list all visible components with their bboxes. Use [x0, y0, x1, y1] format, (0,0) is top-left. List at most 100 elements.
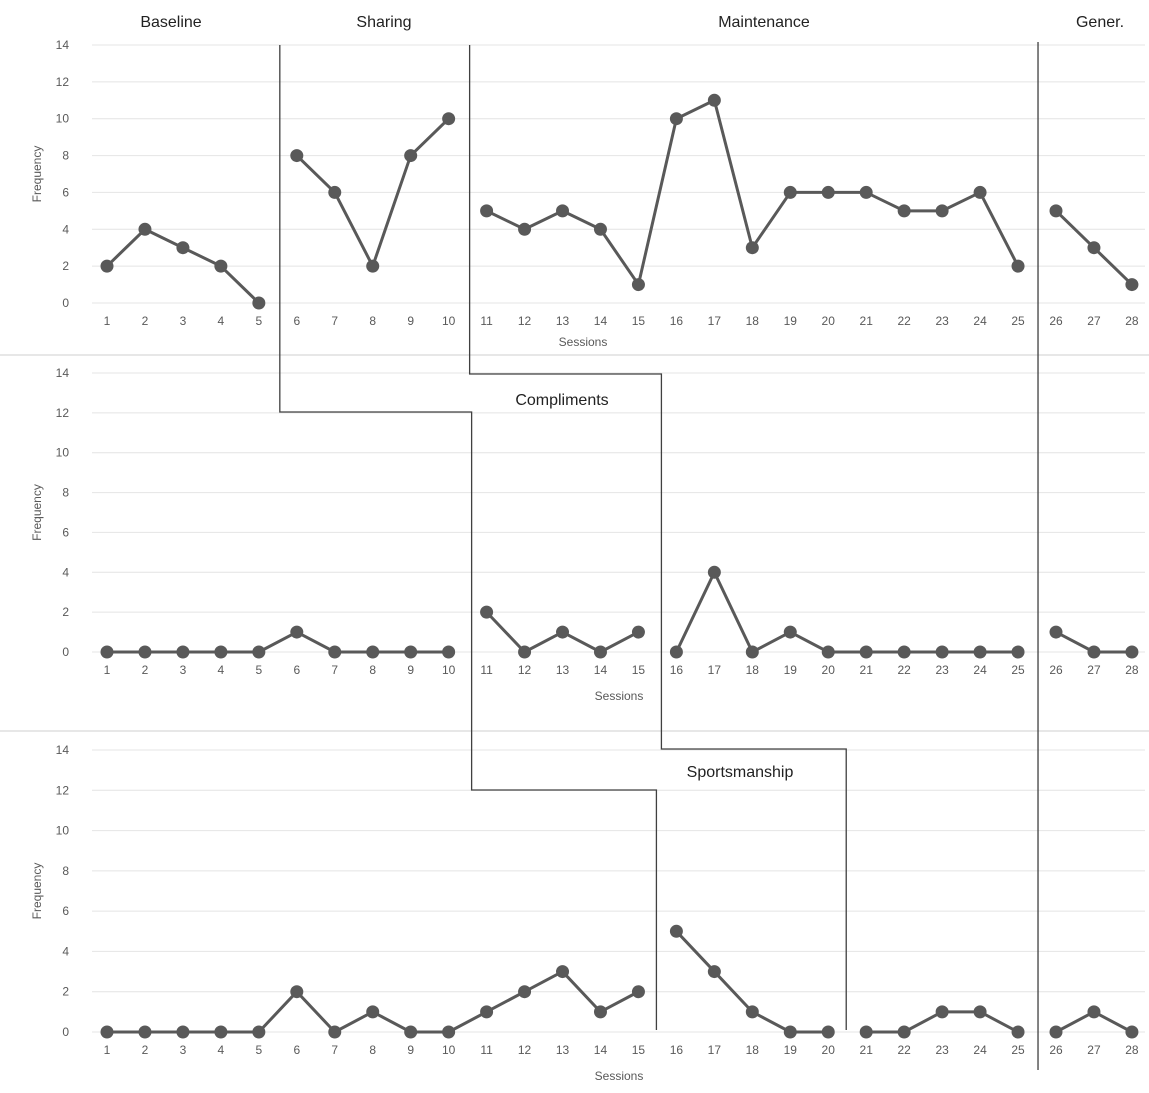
x-tick-label: 21 — [860, 663, 874, 677]
data-point — [290, 985, 304, 999]
x-tick-label: 18 — [746, 663, 760, 677]
data-point — [480, 204, 494, 218]
x-tick-label: 26 — [1049, 663, 1063, 677]
phase-label: Gener. — [1076, 14, 1124, 31]
y-tick-label: 4 — [62, 944, 69, 958]
data-point — [973, 1005, 987, 1019]
x-tick-label: 2 — [142, 314, 149, 328]
data-point — [518, 985, 532, 999]
data-point — [214, 645, 228, 659]
x-tick-label: 4 — [218, 314, 225, 328]
data-point — [1049, 1025, 1063, 1039]
data-point — [404, 645, 418, 659]
data-point — [328, 1025, 342, 1039]
phase-label: Sharing — [356, 14, 411, 31]
y-tick-label: 12 — [56, 783, 70, 797]
x-tick-label: 12 — [518, 1043, 532, 1057]
x-tick-label: 6 — [293, 314, 300, 328]
data-point — [328, 645, 342, 659]
data-point — [1011, 645, 1025, 659]
x-tick-label: 28 — [1125, 314, 1139, 328]
x-tick-label: 2 — [142, 663, 149, 677]
x-tick-label: 21 — [860, 1043, 874, 1057]
x-tick-label: 23 — [935, 314, 949, 328]
data-point — [707, 93, 721, 107]
phase-change-line — [468, 45, 847, 1030]
data-point — [290, 149, 304, 163]
data-point — [100, 259, 114, 273]
x-tick-label: 24 — [973, 663, 987, 677]
data-point — [935, 204, 949, 218]
x-tick-label: 11 — [480, 314, 493, 328]
x-tick-label: 13 — [556, 314, 570, 328]
data-point — [1011, 259, 1025, 273]
x-tick-label: 1 — [104, 314, 111, 328]
series-line — [105, 970, 640, 1034]
data-point — [973, 645, 987, 659]
data-point — [745, 1005, 759, 1019]
x-tick-label: 12 — [518, 314, 532, 328]
data-point — [1087, 241, 1101, 255]
data-point — [935, 1005, 949, 1019]
data-point — [1049, 625, 1063, 639]
x-tick-label: 28 — [1125, 663, 1139, 677]
data-point — [252, 645, 266, 659]
phase-label: Maintenance — [718, 14, 810, 31]
y-tick-label: 6 — [62, 185, 69, 199]
y-axis-title: Frequency — [30, 146, 44, 203]
data-point — [897, 204, 911, 218]
data-point — [480, 605, 494, 619]
data-point — [176, 241, 190, 255]
data-point — [745, 241, 759, 255]
x-tick-label: 14 — [594, 314, 608, 328]
data-point — [783, 1025, 797, 1039]
phase-change-line — [279, 45, 658, 1030]
data-point — [1087, 1005, 1101, 1019]
x-tick-label: 3 — [180, 663, 187, 677]
y-tick-label: 10 — [56, 112, 70, 126]
data-point — [176, 1025, 190, 1039]
data-point — [518, 645, 532, 659]
x-tick-label: 27 — [1087, 663, 1101, 677]
phase-label: Baseline — [140, 14, 201, 31]
x-tick-label: 16 — [670, 1043, 684, 1057]
x-tick-label: 12 — [518, 663, 532, 677]
x-tick-label: 10 — [442, 1043, 456, 1057]
x-tick-label: 19 — [784, 663, 798, 677]
data-point — [859, 1025, 873, 1039]
data-point — [859, 645, 873, 659]
data-point — [176, 645, 190, 659]
data-point — [631, 278, 645, 292]
data-point — [366, 259, 380, 273]
y-tick-label: 10 — [56, 824, 70, 838]
data-point — [138, 645, 152, 659]
data-point — [707, 565, 721, 579]
x-tick-label: 5 — [255, 663, 262, 677]
x-tick-label: 23 — [935, 663, 949, 677]
data-point — [593, 1005, 607, 1019]
data-point — [328, 185, 342, 199]
x-tick-label: 10 — [442, 663, 456, 677]
y-tick-label: 0 — [62, 1025, 69, 1039]
x-tick-label: 6 — [293, 663, 300, 677]
x-tick-label: 17 — [708, 663, 722, 677]
data-point — [518, 222, 532, 236]
data-point — [480, 1005, 494, 1019]
data-point — [1125, 278, 1139, 292]
data-point — [252, 296, 266, 310]
data-point — [138, 222, 152, 236]
y-tick-label: 8 — [62, 149, 69, 163]
x-tick-label: 19 — [784, 1043, 798, 1057]
x-tick-label: 20 — [822, 663, 836, 677]
x-tick-label: 17 — [708, 314, 722, 328]
x-tick-label: 25 — [1011, 1043, 1025, 1057]
data-point — [783, 625, 797, 639]
x-tick-label: 14 — [594, 663, 608, 677]
x-tick-label: 24 — [973, 314, 987, 328]
x-tick-label: 10 — [442, 314, 456, 328]
data-point — [669, 112, 683, 126]
x-tick-label: 26 — [1049, 314, 1063, 328]
x-tick-label: 2 — [142, 1043, 149, 1057]
x-tick-label: 5 — [255, 314, 262, 328]
